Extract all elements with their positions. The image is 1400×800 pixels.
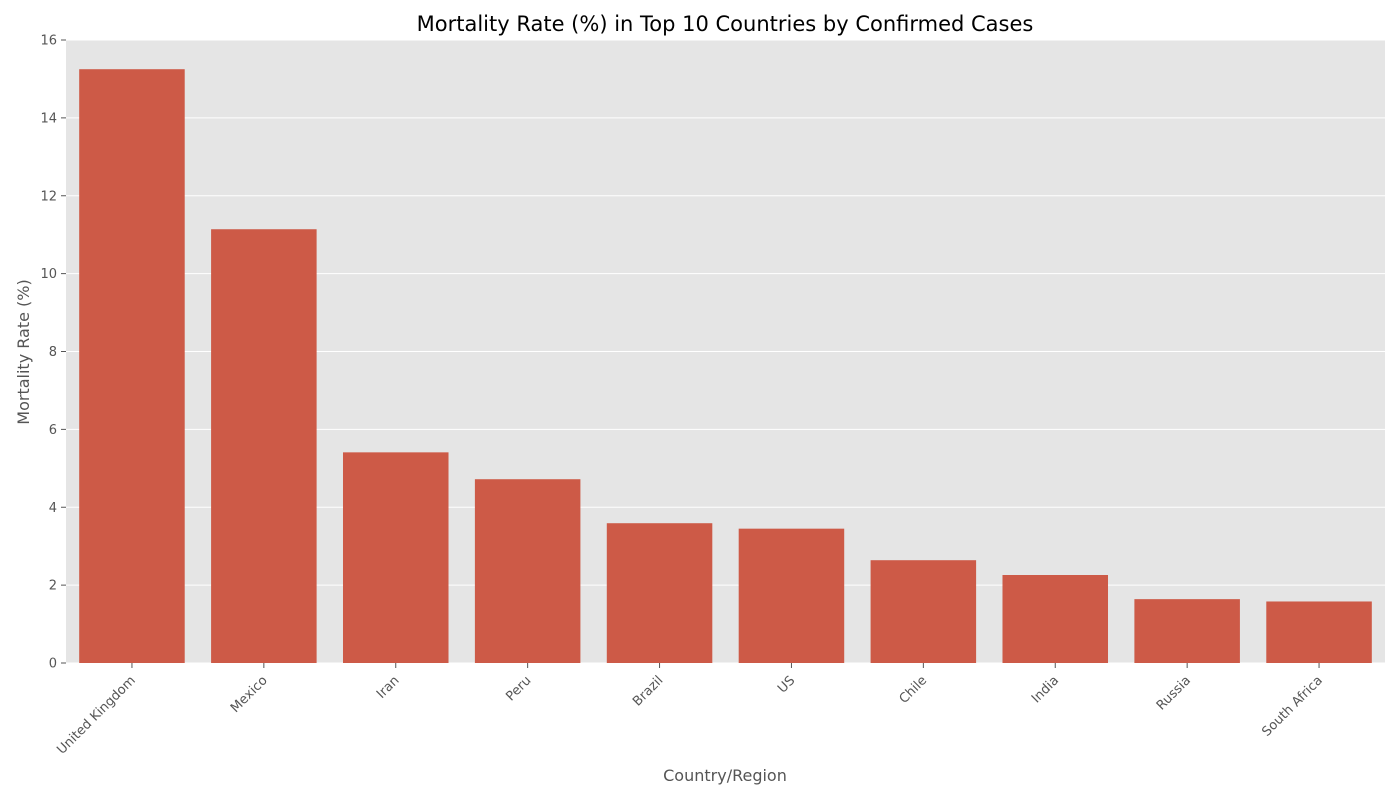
bar-south-africa [1266,601,1372,663]
bars [79,69,1372,663]
x-tick-label: US [775,673,798,696]
y-tick-label: 12 [40,189,57,204]
x-tick-label: Iran [374,673,403,702]
x-axis: United Kingdom Mexico Iran Peru Brazil US Chil… [54,663,1326,758]
bar-iran [342,452,449,663]
y-axis: 0 2 4 6 8 10 12 14 16 [40,34,66,672]
x-tick-label: Chile [897,673,931,707]
x-tick-label: South Africa [1259,673,1325,739]
bar-peru [474,479,581,663]
x-tick-label: Brazil [630,673,666,709]
y-axis-label: Mortality Rate (%) [14,279,33,424]
x-tick-label: Peru [503,673,534,704]
y-tick-label: 4 [49,501,57,516]
x-tick-label: India [1029,673,1062,706]
y-tick-label: 0 [49,657,57,672]
y-tick-label: 10 [40,267,57,282]
y-tick-label: 16 [40,34,57,49]
chart-title: Mortality Rate (%) in Top 10 Countries b… [417,12,1034,36]
bar-russia [1134,599,1240,663]
y-tick-label: 2 [49,579,57,594]
bar-chile [870,560,977,663]
bar-brazil [606,523,713,663]
y-tick-label: 6 [49,423,57,438]
bar-us [738,528,845,663]
bar-india [1002,575,1109,663]
bar-mexico [211,229,317,663]
y-tick-label: 14 [40,111,57,126]
bar-united-kingdom [79,69,185,663]
x-tick-label: Russia [1154,673,1194,713]
x-tick-label: United Kingdom [54,673,138,757]
x-tick-label: Mexico [228,673,271,716]
x-axis-label: Country/Region [663,766,787,785]
y-tick-label: 8 [49,345,57,360]
